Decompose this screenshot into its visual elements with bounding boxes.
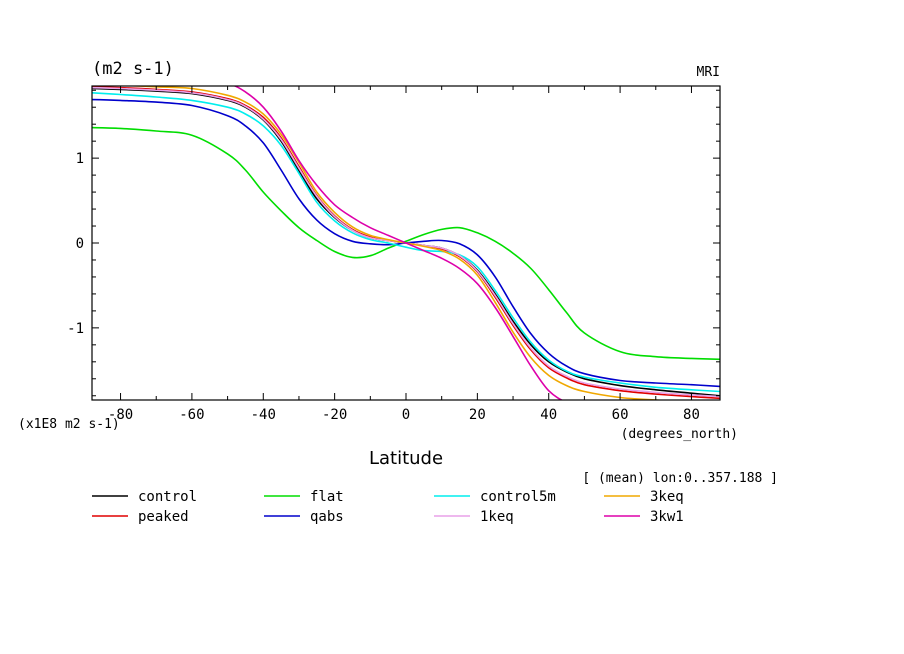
x-tick-label: -60 <box>179 407 204 423</box>
x-tick-label: 80 <box>683 407 700 423</box>
legend-label-peaked: peaked <box>138 509 189 525</box>
x-tick-label: 0 <box>402 407 410 423</box>
info-label: [ (mean) lon:0..357.188 ] <box>582 471 778 486</box>
x-tick-label: -40 <box>251 407 276 423</box>
x-tick-label: 60 <box>612 407 629 423</box>
series-layer <box>92 86 720 400</box>
y-tick-label: 0 <box>76 236 84 252</box>
units-label: (m2 s-1) <box>92 59 174 79</box>
legend-label-control: control <box>138 489 197 505</box>
x-tick-label: 20 <box>469 407 486 423</box>
legend-label-flat: flat <box>310 489 344 505</box>
legend-label-1keq: 1keq <box>480 509 514 525</box>
x-axis-label: Latitude <box>369 448 443 469</box>
series-line-control5m <box>92 92 720 393</box>
legend-label-3kw1: 3kw1 <box>650 509 684 525</box>
scale-label: (x1E8 m2 s-1) <box>18 417 120 432</box>
model-label: MRI <box>697 65 720 80</box>
series-line-flat <box>92 126 720 361</box>
series-line-3kw1 <box>232 86 564 400</box>
legend-label-control5m: control5m <box>480 489 556 505</box>
xunits-label: (degrees_north) <box>621 427 738 442</box>
x-tick-label: -80 <box>108 407 133 423</box>
legend-label-qabs: qabs <box>310 509 344 525</box>
x-tick-label: 40 <box>540 407 557 423</box>
legend-label-3keq: 3keq <box>650 489 684 505</box>
tick-layer: -80 -60 -40 -20 0 20 40 60 80 -1 0 1 <box>67 86 720 423</box>
legend: control peaked flat qabs control5m 1keq 3keq 3k… <box>92 489 684 525</box>
x-tick-label: -20 <box>322 407 347 423</box>
y-tick-label: -1 <box>67 321 84 337</box>
y-tick-label: 1 <box>76 151 84 167</box>
